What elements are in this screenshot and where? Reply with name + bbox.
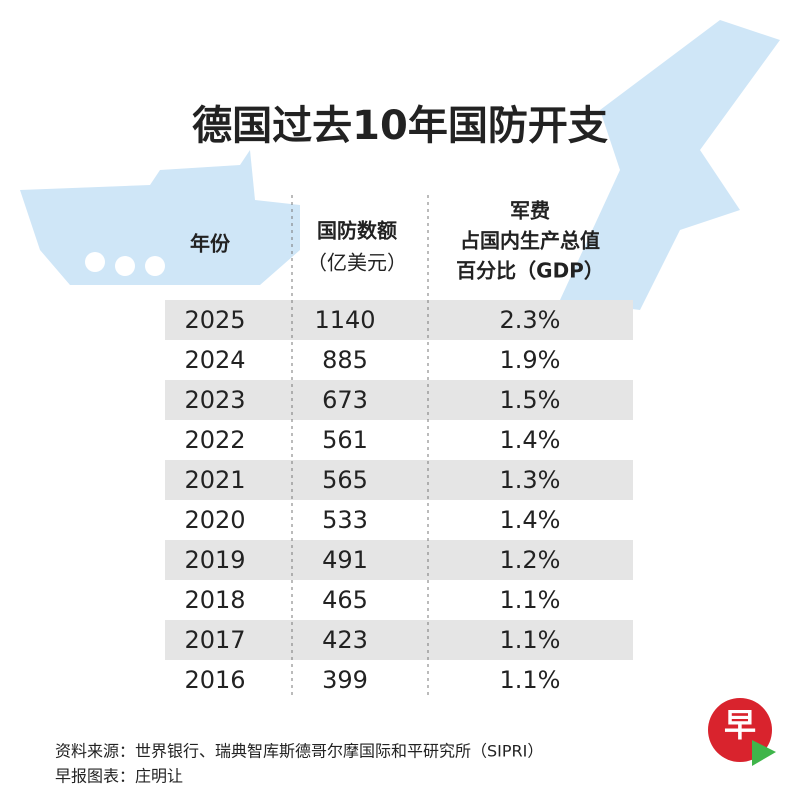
table-cell: 2.3% <box>500 306 561 334</box>
table-cell: 2021 <box>184 466 245 494</box>
table-cell: 2025 <box>184 306 245 334</box>
row-stripe <box>165 620 633 660</box>
header-cell: 百分比（GDP） <box>456 259 604 283</box>
header-cell: 年份 <box>190 232 231 256</box>
table-cell: 533 <box>322 506 368 534</box>
row-stripe <box>165 540 633 580</box>
footer-credit: 早报图表：庄明让 <box>55 767 183 786</box>
header-cell: （亿美元） <box>307 251 407 275</box>
table-cell: 885 <box>322 346 368 374</box>
table-cell: 565 <box>322 466 368 494</box>
table-cell: 1.1% <box>500 666 561 694</box>
table-cell: 1.1% <box>500 586 561 614</box>
table-cell: 1.5% <box>500 386 561 414</box>
table-cell: 2017 <box>184 626 245 654</box>
table-cell: 2018 <box>184 586 245 614</box>
table-cell: 1.4% <box>500 426 561 454</box>
row-stripe <box>165 380 633 420</box>
table-cell: 2020 <box>184 506 245 534</box>
logo-text: 早 <box>724 706 756 744</box>
table-cell: 1.9% <box>500 346 561 374</box>
jet <box>560 20 780 310</box>
row-stripe <box>165 300 633 340</box>
table-cell: 1.1% <box>500 626 561 654</box>
table-cell: 1.2% <box>500 546 561 574</box>
table-cell: 2016 <box>184 666 245 694</box>
header-cell: 占国内生产总值 <box>460 229 600 253</box>
title: 德国过去10年国防开支 <box>192 103 608 149</box>
table-cell: 561 <box>322 426 368 454</box>
table-cell: 2022 <box>184 426 245 454</box>
tank <box>20 150 300 285</box>
table-cell: 399 <box>322 666 368 694</box>
table-cell: 1.3% <box>500 466 561 494</box>
table-cell: 2023 <box>184 386 245 414</box>
table-cell: 465 <box>322 586 368 614</box>
table-cell: 491 <box>322 546 368 574</box>
table-cell: 1140 <box>314 306 375 334</box>
table-cell: 673 <box>322 386 368 414</box>
table-cell: 423 <box>322 626 368 654</box>
footer-source: 资料来源：世界银行、瑞典智库斯德哥尔摩国际和平研究所（SIPRI） <box>55 742 543 761</box>
header-cell: 军费 <box>510 199 550 223</box>
header-cell: 国防数额 <box>317 219 397 243</box>
table-cell: 2024 <box>184 346 245 374</box>
logo: 早 <box>708 698 776 766</box>
background-art <box>20 20 780 310</box>
table-cell: 1.4% <box>500 506 561 534</box>
row-stripe <box>165 460 633 500</box>
table-cell: 2019 <box>184 546 245 574</box>
